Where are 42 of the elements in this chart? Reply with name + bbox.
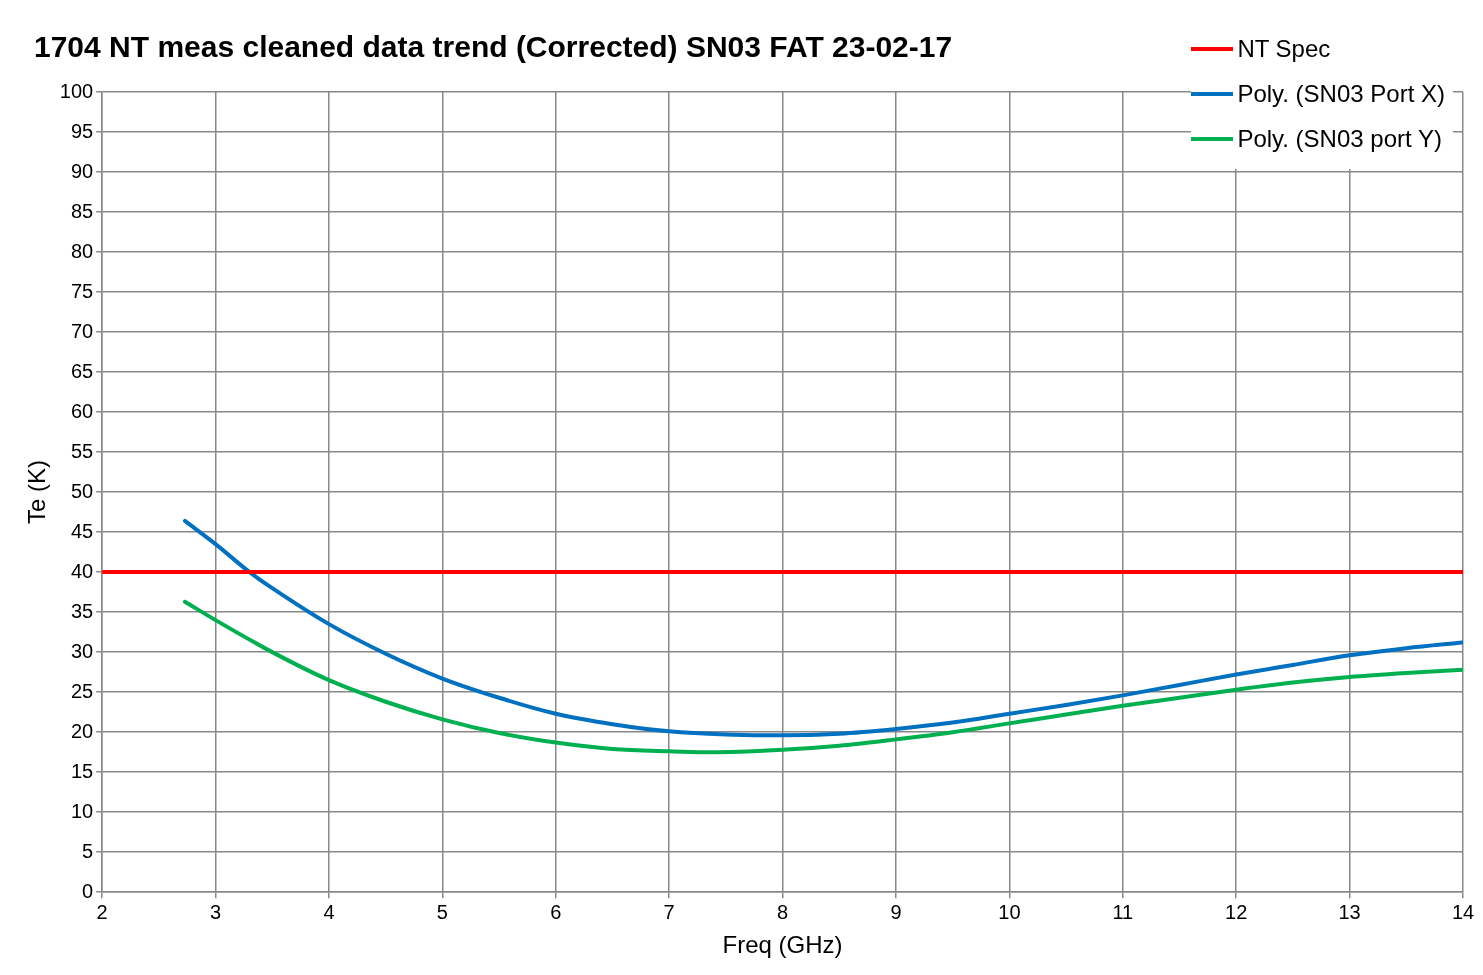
- y-tick-label: 90: [70, 159, 94, 182]
- y-tick-label: 100: [59, 79, 94, 102]
- chart-title: 1704 NT meas cleaned data trend (Corrected) SN03 FAT 23-02-17: [34, 30, 953, 64]
- y-tick-label: 80: [70, 239, 94, 262]
- x-tick-label: 3: [210, 900, 222, 923]
- y-tick-label: 50: [70, 479, 94, 502]
- line-series: [182, 518, 1463, 738]
- legend-label: Poly. (SN03 Port X): [1237, 79, 1445, 108]
- y-tick-label: 45: [70, 519, 94, 542]
- y-tick-label: 85: [70, 199, 94, 222]
- y-tick-label: 10: [70, 799, 94, 822]
- y-tick-label: 5: [82, 839, 94, 862]
- y-axis-title: Te (K): [23, 460, 51, 525]
- line-series: [182, 599, 1463, 755]
- x-axis-title: Freq (GHz): [722, 931, 843, 959]
- x-tick-label: 7: [663, 900, 675, 923]
- x-tick-label: 13: [1338, 900, 1361, 923]
- x-tick-label: 10: [998, 900, 1021, 923]
- x-tick-label: 6: [550, 900, 562, 923]
- y-tick-label: 60: [70, 399, 94, 422]
- y-tick-label: 95: [70, 119, 94, 142]
- y-tick-label: 35: [70, 599, 94, 622]
- x-tick-label: 12: [1225, 900, 1248, 923]
- y-tick-label: 40: [70, 559, 94, 582]
- y-tick-label: 75: [70, 279, 94, 302]
- y-tick-label: 30: [70, 639, 94, 662]
- y-tick-label: 55: [70, 439, 94, 462]
- y-tick-label: 25: [70, 679, 94, 702]
- x-tick-label: 5: [436, 900, 448, 923]
- x-tick-label: 9: [890, 900, 902, 923]
- x-tick-label: 14: [1451, 900, 1475, 923]
- y-tick-label: 70: [70, 319, 94, 342]
- x-tick-label: 11: [1112, 900, 1134, 923]
- legend-label: Poly. (SN03 port Y): [1237, 124, 1442, 153]
- x-tick-label: 2: [96, 900, 108, 923]
- y-tick-label: 15: [70, 759, 94, 782]
- x-tick-label: 4: [323, 900, 335, 923]
- x-tick-label: 8: [777, 900, 789, 923]
- y-tick-label: 20: [70, 719, 94, 742]
- legend-label: NT Spec: [1237, 34, 1331, 63]
- y-tick-label: 65: [70, 359, 94, 382]
- y-tick-label: 0: [82, 879, 94, 902]
